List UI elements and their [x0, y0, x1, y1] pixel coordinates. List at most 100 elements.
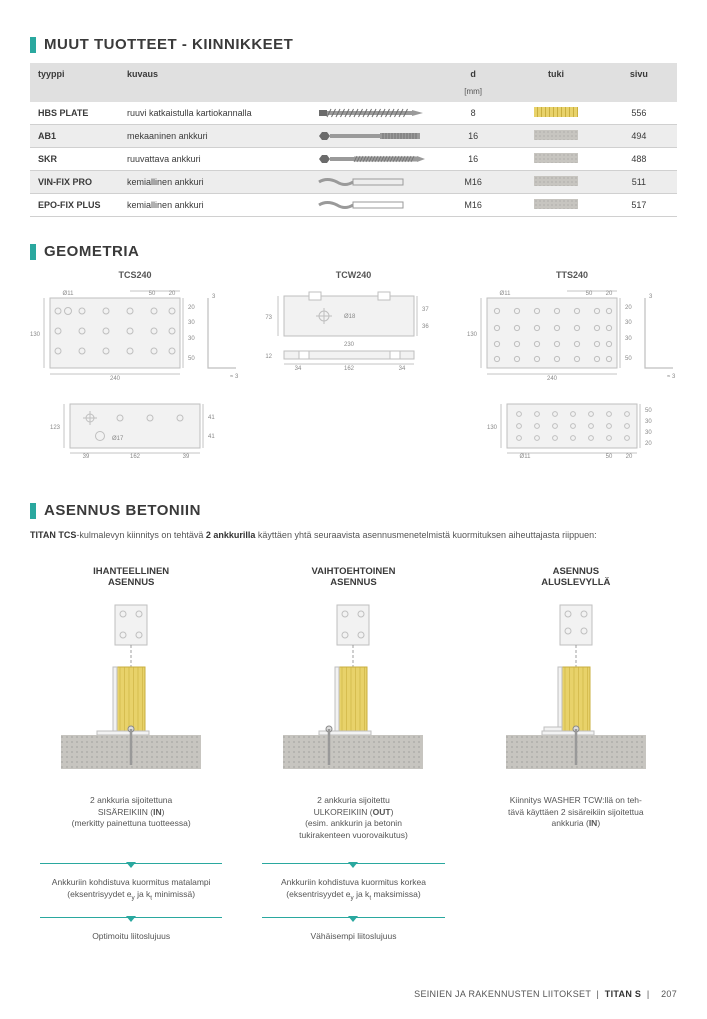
arrow-block: Ankkuriin kohdistuva kuormitus matalampi… — [30, 863, 232, 942]
svg-text:Ø11: Ø11 — [520, 454, 532, 460]
table-row: SKR ruuvattava ankkuri 16 488 — [30, 148, 677, 171]
th-type: tyyppi — [30, 63, 119, 85]
cell-swatch — [511, 125, 601, 148]
svg-text:130: 130 — [487, 425, 498, 431]
svg-text:30: 30 — [645, 430, 652, 436]
svg-text:20: 20 — [169, 291, 176, 297]
fastener-icon — [309, 102, 435, 125]
svg-text:50: 50 — [149, 291, 156, 297]
svg-text:30: 30 — [645, 419, 652, 425]
install-diagram-icon — [486, 601, 666, 781]
plate-diagram-icon: 130 50303020 Ø115020 — [487, 396, 657, 462]
install-col-2: VAIHTOEHTOINEN ASENNUS 2 ankkuria sijoit… — [252, 566, 454, 943]
heading-geometry: GEOMETRIA — [44, 243, 139, 260]
svg-text:20: 20 — [626, 454, 633, 460]
svg-text:162: 162 — [343, 366, 354, 372]
chevron-down-icon — [40, 917, 222, 919]
svg-text:130: 130 — [30, 332, 41, 338]
th-support: tuki — [511, 63, 601, 85]
cell-swatch — [511, 171, 601, 194]
svg-text:240: 240 — [547, 376, 558, 382]
chevron-down-icon — [262, 917, 444, 919]
svg-text:20: 20 — [645, 441, 652, 447]
install-row: IHANTEELLINEN ASENNUS 2 ankkuria sijoite… — [30, 566, 677, 943]
svg-text:36: 36 — [422, 324, 429, 330]
cell-d: 16 — [435, 125, 511, 148]
svg-text:20: 20 — [188, 305, 195, 311]
install-title: VAIHTOEHTOINEN ASENNUS — [252, 566, 454, 590]
svg-text:Ø11: Ø11 — [63, 291, 75, 297]
cell-d: 16 — [435, 148, 511, 171]
fastener-icon — [309, 171, 435, 194]
svg-text:30: 30 — [188, 336, 195, 342]
plate-diagram-icon: 73 Ø18 3736 230 12 3416234 — [254, 286, 454, 386]
cell-type: SKR — [30, 148, 119, 171]
install-diagram-icon — [41, 601, 221, 781]
svg-text:50: 50 — [188, 356, 195, 362]
install-diagram-icon — [263, 601, 443, 781]
cell-d: M16 — [435, 171, 511, 194]
table-row: AB1 mekaaninen ankkuri 16 494 — [30, 125, 677, 148]
svg-text:41: 41 — [208, 415, 215, 421]
table-row: HBS PLATE ruuvi katkaistulla kartiokanna… — [30, 102, 677, 125]
th-desc: kuvaus — [119, 63, 309, 85]
svg-text:37: 37 — [422, 307, 429, 313]
section-title-products: MUUT TUOTTEET - KIINNIKKEET — [30, 36, 677, 53]
svg-text:20: 20 — [625, 305, 632, 311]
install-intro: TITAN TCS-kulmalevyn kiinnitys on tehtäv… — [30, 529, 677, 542]
svg-text:230: 230 — [343, 342, 354, 348]
svg-text:34: 34 — [398, 366, 405, 372]
fastener-icon — [309, 194, 435, 217]
install-col-1: IHANTEELLINEN ASENNUS 2 ankkuria sijoite… — [30, 566, 232, 943]
svg-text:Ø17: Ø17 — [112, 436, 124, 442]
section-title-geometry: GEOMETRIA — [30, 243, 677, 260]
install-desc: Kiinnitys WASHER TCW:llä on teh-tävä käy… — [475, 795, 677, 845]
fastener-icon — [309, 148, 435, 171]
section-title-install: ASENNUS BETONIIN — [30, 502, 677, 519]
svg-text:30: 30 — [625, 320, 632, 326]
unit-d: [mm] — [435, 85, 511, 102]
fastener-icon — [309, 125, 435, 148]
geo-label: TCS240 — [30, 270, 240, 280]
cell-d: 8 — [435, 102, 511, 125]
svg-text:123: 123 — [50, 425, 61, 431]
geo-col-tcw240: TCW240 73 Ø18 3736 230 12 3416234 — [252, 270, 455, 466]
cell-swatch — [511, 102, 601, 125]
svg-text:130: 130 — [467, 332, 478, 338]
svg-text:3: 3 — [212, 294, 216, 300]
svg-text:34: 34 — [294, 366, 301, 372]
geo-col-tts240: TTS240 130 Ø115020 20303050 240 3≈ 3 130… — [467, 270, 677, 466]
install-desc: 2 ankkuria sijoitettuULKOREIKIIN (OUT)(e… — [252, 795, 454, 845]
geo-label: TTS240 — [467, 270, 677, 280]
cell-page: 488 — [601, 148, 677, 171]
th-page: sivu — [601, 63, 677, 85]
svg-text:≈ 3: ≈ 3 — [667, 374, 676, 380]
install-col-3: ASENNUS ALUSLEVYLLÄ Kiinnitys WASHER TCW… — [475, 566, 677, 943]
page-footer: SEINIEN JA RAKENNUSTEN LIITOKSET | TITAN… — [30, 989, 677, 999]
svg-text:Ø18: Ø18 — [344, 314, 356, 320]
svg-text:30: 30 — [188, 320, 195, 326]
cell-desc: ruuvattava ankkuri — [119, 148, 309, 171]
geo-label: TCW240 — [252, 270, 455, 280]
svg-text:20: 20 — [606, 291, 613, 297]
svg-text:30: 30 — [625, 336, 632, 342]
cell-desc: ruuvi katkaistulla kartiokannalla — [119, 102, 309, 125]
cell-type: EPO-FIX PLUS — [30, 194, 119, 217]
svg-text:3: 3 — [649, 294, 653, 300]
svg-text:162: 162 — [130, 454, 141, 460]
products-table: tyyppi kuvaus d tuki sivu [mm] HBS PLATE… — [30, 63, 677, 217]
svg-text:≈ 3: ≈ 3 — [230, 374, 239, 380]
cell-desc: mekaaninen ankkuri — [119, 125, 309, 148]
install-title: ASENNUS ALUSLEVYLLÄ — [475, 566, 677, 590]
th-icon — [309, 63, 435, 85]
table-row: VIN-FIX PRO kemiallinen ankkuri M16 511 — [30, 171, 677, 194]
svg-text:50: 50 — [606, 454, 613, 460]
plate-diagram-icon: 130 Ø115020 20303050 240 3≈ 3 — [467, 286, 677, 386]
accent-bar-icon — [30, 37, 36, 53]
cell-page: 517 — [601, 194, 677, 217]
cell-swatch — [511, 148, 601, 171]
chevron-down-icon — [40, 863, 222, 865]
cell-type: VIN-FIX PRO — [30, 171, 119, 194]
table-row: EPO-FIX PLUS kemiallinen ankkuri M16 517 — [30, 194, 677, 217]
cell-page: 511 — [601, 171, 677, 194]
